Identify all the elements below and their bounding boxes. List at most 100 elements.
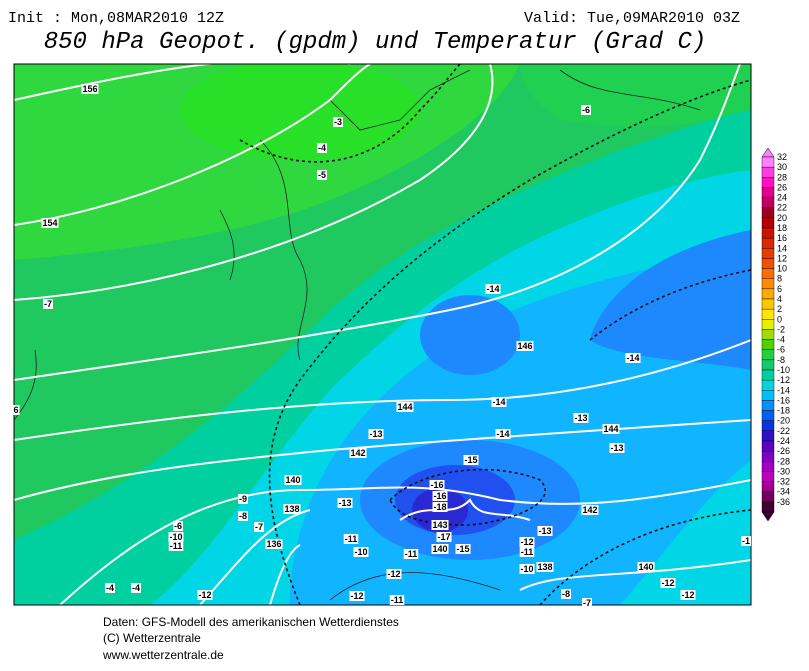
- footer-line: www.wetterzentrale.de: [102, 648, 224, 662]
- colorbar-swatch: [761, 298, 775, 310]
- colorbar-label: 2: [777, 304, 782, 314]
- contour-label: -11: [391, 595, 404, 605]
- contour-label: -7: [44, 299, 52, 309]
- contour-label: -3: [334, 117, 342, 127]
- label-box: [349, 448, 367, 458]
- contour-label: -13: [538, 526, 551, 536]
- contour-label: -13: [610, 443, 623, 453]
- label-box: [463, 455, 479, 465]
- contour-label: -11: [405, 549, 418, 559]
- contour-label: -4: [132, 583, 140, 593]
- colorbar-label: -10: [777, 365, 790, 375]
- colorbar-label: 18: [777, 223, 787, 233]
- label-box: [353, 547, 369, 557]
- contour-label: -18: [433, 502, 446, 512]
- colorbar-arrow: [761, 147, 775, 158]
- contour-label: 142: [582, 505, 597, 515]
- colorbar-label: -30: [777, 466, 790, 476]
- label-box: [403, 549, 419, 559]
- colorbar-swatch: [761, 369, 775, 381]
- contour-label: -12: [387, 569, 400, 579]
- colorbar-label: 14: [777, 243, 787, 253]
- map: [14, 64, 751, 605]
- contour-label: -6: [582, 105, 590, 115]
- colorbar-swatch: [761, 420, 775, 432]
- label-box: [436, 532, 452, 542]
- label-box: [519, 564, 535, 574]
- contour-label: -8: [562, 589, 570, 599]
- contour-label: 140: [285, 475, 300, 485]
- colorbar-swatch: [761, 237, 775, 249]
- contour-label: -13: [369, 429, 382, 439]
- contour-label: -7: [583, 598, 591, 608]
- colorbar-swatch: [761, 177, 775, 188]
- contour-label: -8: [239, 511, 247, 521]
- contour-label: -11: [345, 534, 358, 544]
- colorbar-swatch: [761, 481, 775, 492]
- colorbar-label: -16: [777, 395, 790, 405]
- contour-label: -12: [661, 578, 674, 588]
- colorbar-label: -8: [777, 355, 785, 365]
- label-box: [580, 105, 592, 115]
- colorbar-swatch: [761, 197, 775, 208]
- label-box: [485, 284, 501, 294]
- label-box: [625, 353, 641, 363]
- colorbar-swatch: [761, 187, 775, 198]
- colorbar-label: 32: [777, 152, 787, 162]
- label-box: [316, 143, 328, 153]
- contour-label: 138: [537, 562, 552, 572]
- label-box: [516, 341, 534, 351]
- contour-label: 142: [350, 448, 365, 458]
- label-box: [41, 218, 59, 228]
- contour-label: 146: [517, 341, 532, 351]
- contour-label: -11: [170, 541, 183, 551]
- contour-label: -14: [486, 284, 499, 294]
- label-box: [386, 569, 402, 579]
- colorbar-label: 8: [777, 274, 782, 284]
- label-box: [197, 590, 213, 600]
- label-box: [237, 494, 249, 504]
- contour-label: 144: [603, 424, 618, 434]
- colorbar-label: 16: [777, 233, 787, 243]
- contour-label: -7: [255, 522, 263, 532]
- label-box: [519, 537, 535, 547]
- colorbar-swatch: [761, 227, 775, 239]
- colorbar-swatch: [761, 430, 775, 442]
- colorbar-swatch: [761, 440, 775, 452]
- label-box: [316, 170, 328, 180]
- contour-label: -14: [496, 429, 509, 439]
- colorbar-label: 0: [777, 314, 782, 324]
- label-box: [432, 502, 448, 512]
- map-frame: [13, 63, 752, 606]
- colorbar-label: -6: [777, 345, 785, 355]
- colorbar-swatch: [761, 501, 775, 513]
- contour-label: -11: [521, 547, 534, 557]
- contour-label: -16: [433, 491, 446, 501]
- colorbar-swatch: [761, 491, 775, 503]
- label-box: [609, 443, 625, 453]
- colorbar-swatch: [761, 400, 775, 411]
- contour-label: 136: [266, 539, 281, 549]
- init-time: Init : Mon,08MAR2010 12Z: [8, 10, 224, 27]
- label-box: [495, 429, 511, 439]
- label-box: [130, 583, 142, 593]
- colorbar-label: -22: [777, 426, 790, 436]
- map-title: 850 hPa Geopot. (gpdm) und Temperatur (G…: [44, 29, 707, 56]
- colorbar-swatch: [761, 329, 775, 340]
- label-box: [81, 84, 99, 94]
- label-box: [343, 534, 359, 544]
- colorbar-swatch: [761, 359, 775, 371]
- valid-time: Valid: Tue,09MAR2010 03Z: [524, 10, 740, 27]
- colorbar-label: 20: [777, 213, 787, 223]
- colorbar-label: 6: [777, 284, 782, 294]
- contour-label: 140: [432, 544, 447, 554]
- colorbar: 32302826242220181614121086420-2-4-6-8-10…: [761, 147, 790, 522]
- contour-label: -12: [681, 590, 694, 600]
- contour-label: -15: [456, 544, 469, 554]
- contour-label: -14: [626, 353, 639, 363]
- label-box: [431, 520, 449, 530]
- label-box: [637, 562, 655, 572]
- label-box: [283, 504, 301, 514]
- label-box: [284, 475, 302, 485]
- label-box: [168, 532, 184, 542]
